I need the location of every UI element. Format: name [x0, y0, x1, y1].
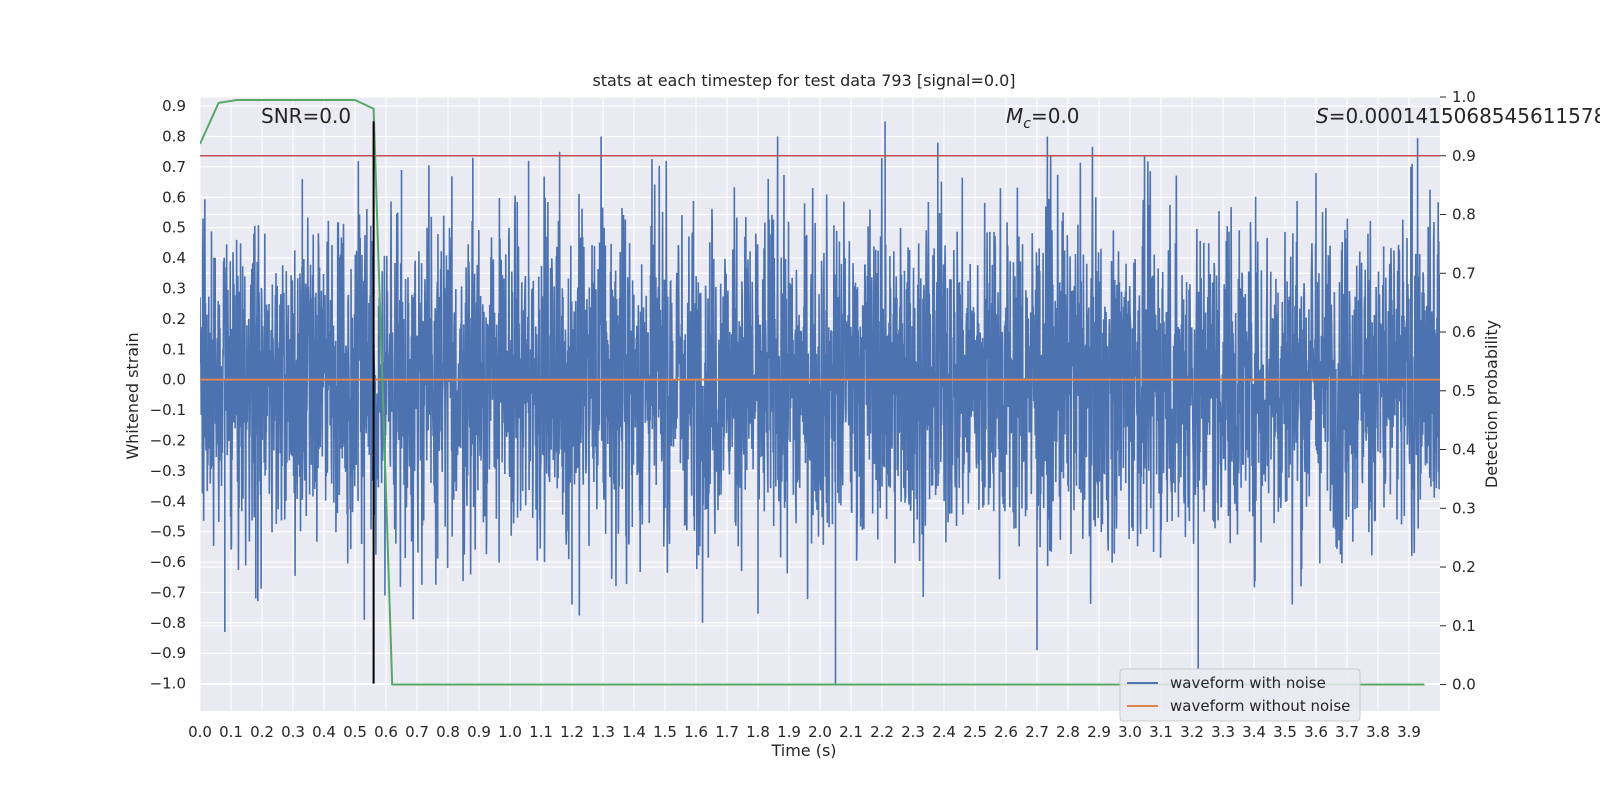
- x-tick-label: 3.9: [1397, 723, 1421, 741]
- y2-tick-label: 0.9: [1452, 147, 1476, 165]
- y2-tick-label: 0.3: [1452, 499, 1476, 517]
- y-tick-label: −0.2: [150, 431, 186, 449]
- x-tick-label: 2.7: [1025, 723, 1049, 741]
- x-tick-label: 3.5: [1273, 723, 1297, 741]
- y2-tick-label: 0.6: [1452, 323, 1476, 341]
- y-tick-label: −0.4: [150, 492, 186, 510]
- y-tick-label: 0.7: [162, 158, 186, 176]
- y-tick-label: 0.9: [162, 97, 186, 115]
- x-tick-label: 2.9: [1087, 723, 1111, 741]
- y-tick-label: −0.5: [150, 523, 186, 541]
- x-tick-label: 1.2: [560, 723, 584, 741]
- x-tick-label: 0.2: [250, 723, 274, 741]
- x-tick-label: 2.6: [994, 723, 1018, 741]
- series-waveform-with-noise: [200, 121, 1440, 684]
- x-tick-label: 0.3: [281, 723, 305, 741]
- x-tick-label: 1.3: [591, 723, 615, 741]
- y2-tick-label: 1.0: [1452, 88, 1476, 106]
- x-tick-label: 1.8: [746, 723, 770, 741]
- x-axis-label: Time (s): [770, 741, 836, 760]
- y-tick-label: −1.0: [150, 675, 186, 693]
- x-tick-label: 0.5: [343, 723, 367, 741]
- y2-tick-label: 0.5: [1452, 382, 1476, 400]
- x-tick-label: 1.1: [529, 723, 553, 741]
- x-tick-label: 0.7: [405, 723, 429, 741]
- plot-content: [200, 98, 1440, 686]
- x-tick-label: 3.3: [1211, 723, 1235, 741]
- x-tick-label: 1.7: [715, 723, 739, 741]
- x-tick-label: 0.0: [188, 723, 212, 741]
- x-tick-label: 3.1: [1149, 723, 1173, 741]
- x-tick-label: 1.0: [498, 723, 522, 741]
- x-tick-label: 2.2: [870, 723, 894, 741]
- y-tick-label: 0.1: [162, 340, 186, 358]
- y-axis-label: Whitened strain: [123, 332, 142, 459]
- x-tick-label: 1.5: [653, 723, 677, 741]
- y-tick-label: −0.6: [150, 553, 186, 571]
- x-tick-label: 3.6: [1304, 723, 1328, 741]
- legend: waveform with noise waveform without noi…: [1119, 668, 1361, 722]
- legend-label-clean: waveform without noise: [1170, 697, 1350, 715]
- y-tick-label: −0.7: [150, 583, 186, 601]
- x-tick-label: 2.8: [1056, 723, 1080, 741]
- x-tick-label: 3.7: [1335, 723, 1359, 741]
- x-axis-ticks: 0.0 0.1 0.2 0.3 0.4 0.5 0.6 0.7 0.8 0.9 1.0 1.1 1.2 1…: [188, 723, 1421, 741]
- x-tick-label: 2.3: [901, 723, 925, 741]
- y-tick-label: 0.0: [162, 371, 186, 389]
- x-tick-label: 0.8: [436, 723, 460, 741]
- chart-title: stats at each timestep for test data 793…: [592, 71, 1015, 90]
- y2-axis-label: Detection probability: [1482, 320, 1501, 488]
- x-tick-label: 0.6: [374, 723, 398, 741]
- x-tick-label: 2.4: [932, 723, 956, 741]
- y-axis-ticks: 0.9 0.8 0.7 0.6 0.5 0.4 0.3 0.2 0.1 0.0 −0.1 −0.2 −0…: [150, 97, 186, 693]
- chirp-mass-annotation: Mc=0.0: [1006, 104, 1080, 132]
- y2-tick-label: 0.8: [1452, 206, 1476, 224]
- y-tick-label: −0.8: [150, 614, 186, 632]
- x-tick-label: 2.5: [963, 723, 987, 741]
- y-tick-label: 0.3: [162, 279, 186, 297]
- y2-tick-label: 0.7: [1452, 264, 1476, 282]
- y-tick-label: 0.5: [162, 219, 186, 237]
- x-tick-label: 3.4: [1242, 723, 1266, 741]
- y2-tick-label: 0.2: [1452, 558, 1476, 576]
- x-tick-label: 1.4: [622, 723, 646, 741]
- x-tick-label: 2.0: [808, 723, 832, 741]
- y-tick-label: 0.6: [162, 188, 186, 206]
- legend-box: [1119, 668, 1361, 722]
- x-tick-label: 3.2: [1180, 723, 1204, 741]
- x-tick-label: 2.1: [839, 723, 863, 741]
- x-tick-label: 0.4: [312, 723, 336, 741]
- legend-label-noisy: waveform with noise: [1170, 674, 1326, 692]
- x-tick-label: 1.6: [684, 723, 708, 741]
- x-tick-label: 1.9: [777, 723, 801, 741]
- y-tick-label: 0.2: [162, 310, 186, 328]
- x-tick-label: 0.1: [219, 723, 243, 741]
- y-tick-label: −0.9: [150, 644, 186, 662]
- y2-tick-label: 0.4: [1452, 441, 1476, 459]
- y-tick-label: −0.3: [150, 462, 186, 480]
- y2-tick-label: 0.1: [1452, 617, 1476, 635]
- y2-axis-ticks: 1.0 0.9 0.8 0.7 0.6 0.5 0.4 0.3 0.2 0.1 0.0: [1440, 88, 1476, 694]
- x-tick-label: 3.8: [1366, 723, 1390, 741]
- series-detection-probability: [200, 98, 1425, 686]
- s-annotation: S=0.0001415068545611578: [1316, 104, 1600, 128]
- y-tick-label: −0.1: [150, 401, 186, 419]
- y-tick-label: 0.8: [162, 128, 186, 146]
- snr-annotation: SNR=0.0: [261, 104, 351, 128]
- y2-tick-label: 0.0: [1452, 676, 1476, 694]
- y-tick-label: 0.4: [162, 249, 186, 267]
- x-tick-label: 0.9: [467, 723, 491, 741]
- x-tick-label: 3.0: [1118, 723, 1142, 741]
